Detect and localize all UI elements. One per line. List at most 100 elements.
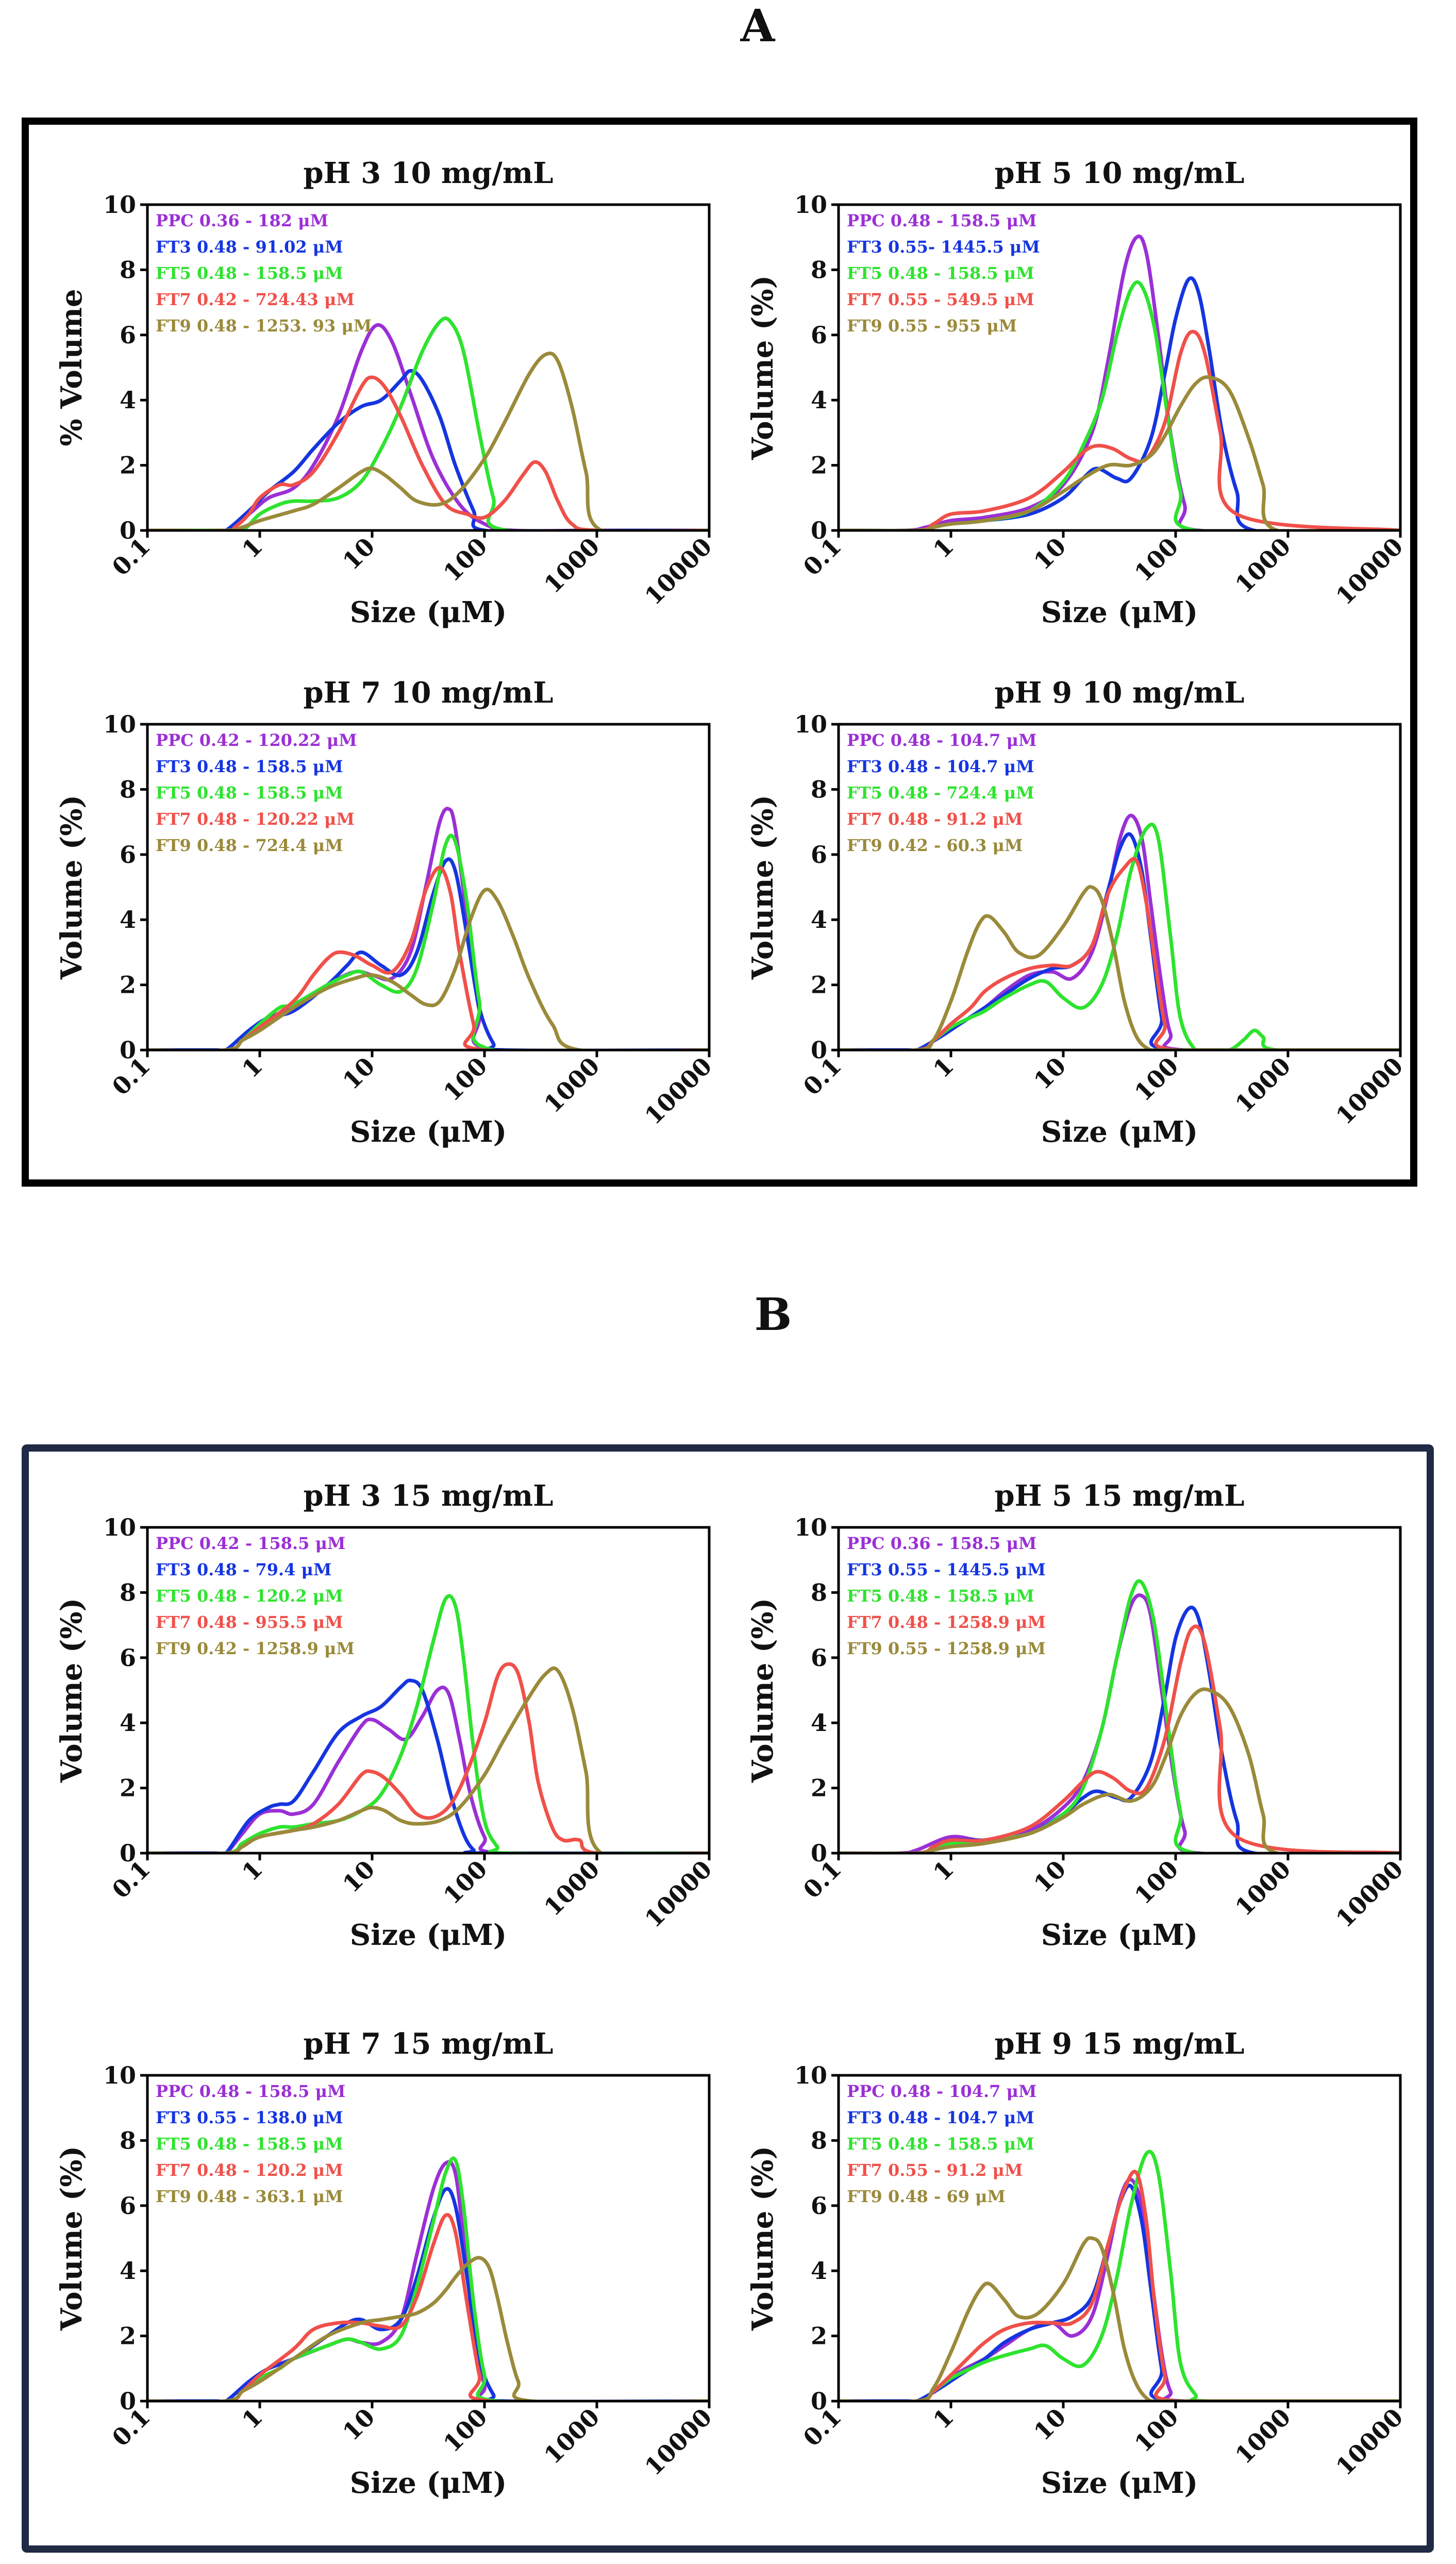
legend-entry: PPC 0.48 - 104.7 μM [847, 730, 1036, 750]
chart-title: pH 5 15 mg/mL [995, 1479, 1245, 1513]
series-line-ft9 [839, 1687, 1400, 1853]
series-line-ft3 [147, 2187, 709, 2401]
x-tick-label: 1 [237, 1052, 268, 1084]
series-line-ppc [839, 234, 1400, 530]
x-axis-label: Size (μM) [1041, 2466, 1198, 2500]
y-axis-label: % Volume [55, 289, 89, 446]
series-line-ft3 [839, 2184, 1400, 2401]
x-tick-label: 10000 [639, 2403, 717, 2481]
plot-area-frame [837, 723, 1402, 1052]
legend-entry: FT9 0.48 - 1253. 93 μM [156, 316, 372, 336]
chart-title: pH 7 15 mg/mL [304, 2027, 554, 2061]
y-tick-label: 6 [811, 2192, 827, 2220]
chart-title: pH 3 10 mg/mL [304, 156, 554, 190]
y-tick-label: 8 [811, 775, 827, 803]
series-line-ft5 [147, 834, 709, 1050]
series-line-ft9 [147, 888, 709, 1050]
series-line-ft9 [839, 375, 1400, 530]
y-tick-label: 10 [103, 710, 136, 738]
x-tick-label: 0.1 [798, 1052, 847, 1101]
legend-entry: FT5 0.48 - 158.5 μM [156, 2134, 343, 2154]
legend-entry: PPC 0.48 - 158.5 μM [156, 2082, 345, 2101]
y-tick-label: 2 [120, 971, 136, 999]
x-tick-label: 0.1 [798, 532, 847, 581]
chart-8: pH 9 15 mg/mL 0 2 4 6 8 10 0.1 1 10 100 1000 10000 Si… [746, 2027, 1409, 2500]
y-tick-label: 0 [811, 1839, 827, 1867]
x-tick-label: 10 [337, 2403, 380, 2446]
x-tick-label: 0.1 [107, 532, 156, 581]
series-line-ft7 [147, 865, 709, 1050]
y-tick-label: 6 [120, 841, 136, 869]
y-tick-label: 0 [120, 1036, 136, 1064]
x-tick-label: 1000 [1230, 1855, 1296, 1922]
y-tick-label: 4 [120, 1709, 136, 1737]
panel-label-a: A [740, 0, 775, 52]
x-tick-label: 10000 [1330, 532, 1408, 610]
chart-title: pH 9 15 mg/mL [995, 2027, 1245, 2061]
series-line-ft3 [147, 1678, 709, 1853]
series-line-ft9 [147, 1666, 709, 1853]
x-tick-label: 100 [438, 532, 493, 587]
x-tick-label: 10000 [1330, 2403, 1408, 2481]
chart-3: pH 7 10 mg/mL 0 2 4 6 8 10 0.1 1 10 100 1000 10000 Si… [55, 676, 717, 1149]
x-tick-label: 1000 [1230, 532, 1296, 599]
chart-2: pH 5 10 mg/mL 0 2 4 6 8 10 0.1 1 10 100 1000 10000 Si… [746, 156, 1409, 629]
x-tick-label: 10 [337, 1052, 380, 1095]
series-line-ft5 [147, 1594, 709, 1853]
series-line-ft5 [147, 316, 709, 530]
legend-entry: FT3 0.55 - 138.0 μM [156, 2108, 343, 2127]
y-axis-label: Volume (%) [55, 1598, 89, 1783]
y-tick-label: 6 [120, 2192, 136, 2220]
legend-entry: FT7 0.48 - 1258.9 μM [847, 1612, 1046, 1632]
y-tick-label: 4 [811, 386, 827, 414]
y-tick-label: 2 [811, 452, 827, 479]
x-tick-label: 10000 [1330, 1052, 1408, 1130]
x-tick-label: 1 [237, 2403, 268, 2435]
x-tick-label: 10000 [639, 1052, 717, 1130]
x-tick-label: 1000 [539, 1052, 605, 1119]
series-line-ppc [147, 323, 709, 530]
legend-entry: FT5 0.48 - 158.5 μM [847, 263, 1034, 283]
panel-b-frame [22, 1444, 1434, 2553]
legend-entry: PPC 0.36 - 182 μM [156, 211, 328, 230]
y-tick-label: 2 [120, 2322, 136, 2350]
y-tick-label: 4 [120, 2257, 136, 2285]
y-tick-label: 4 [811, 2257, 827, 2285]
legend-entry: PPC 0.48 - 104.7 μM [847, 2082, 1036, 2101]
y-tick-label: 10 [103, 191, 136, 219]
x-tick-label: 100 [438, 1052, 493, 1107]
y-tick-label: 0 [120, 2387, 136, 2415]
y-axis-label: Volume (%) [55, 795, 89, 980]
legend-entry: FT7 0.42 - 724.43 μM [156, 290, 355, 309]
legend-entry: FT9 0.55 - 955 μM [847, 316, 1017, 336]
x-tick-label: 10000 [639, 1855, 717, 1933]
y-tick-label: 8 [120, 1578, 136, 1606]
series-line-ft5 [839, 1579, 1400, 1853]
legend-entry: PPC 0.36 - 158.5 μM [847, 1534, 1036, 1553]
legend-entry: FT7 0.55 - 549.5 μM [847, 290, 1034, 309]
x-axis-label: Size (μM) [350, 1918, 507, 1952]
legend-entry: FT3 0.48 - 91.02 μM [156, 237, 343, 257]
y-tick-label: 6 [120, 321, 136, 349]
series-line-ft9 [147, 351, 709, 530]
y-tick-label: 2 [120, 452, 136, 479]
x-tick-label: 100 [1129, 2403, 1184, 2458]
y-tick-label: 6 [120, 1644, 136, 1672]
legend-entry: FT3 0.48 - 79.4 μM [156, 1560, 331, 1579]
x-tick-label: 10 [1028, 1052, 1071, 1095]
y-tick-label: 10 [794, 2061, 827, 2089]
series-line-ft9 [147, 2256, 709, 2401]
legend-entry: FT5 0.48 - 158.5 μM [156, 263, 343, 283]
y-tick-label: 0 [120, 517, 136, 544]
y-tick-label: 6 [811, 321, 827, 349]
series-line-ft7 [147, 375, 709, 530]
legend-entry: PPC 0.42 - 120.22 μM [156, 730, 357, 750]
x-tick-label: 0.1 [107, 1052, 156, 1101]
series-line-ft7 [839, 329, 1400, 530]
series-line-ppc [839, 2177, 1400, 2401]
x-tick-label: 10 [1028, 532, 1071, 575]
chart-6: pH 5 15 mg/mL 0 2 4 6 8 10 0.1 1 10 100 1000 10000 Si… [746, 1479, 1409, 1952]
series-line-ft7 [147, 2213, 709, 2401]
legend-entry: FT3 0.48 - 104.7 μM [847, 2108, 1034, 2127]
y-tick-label: 2 [120, 1774, 136, 1802]
